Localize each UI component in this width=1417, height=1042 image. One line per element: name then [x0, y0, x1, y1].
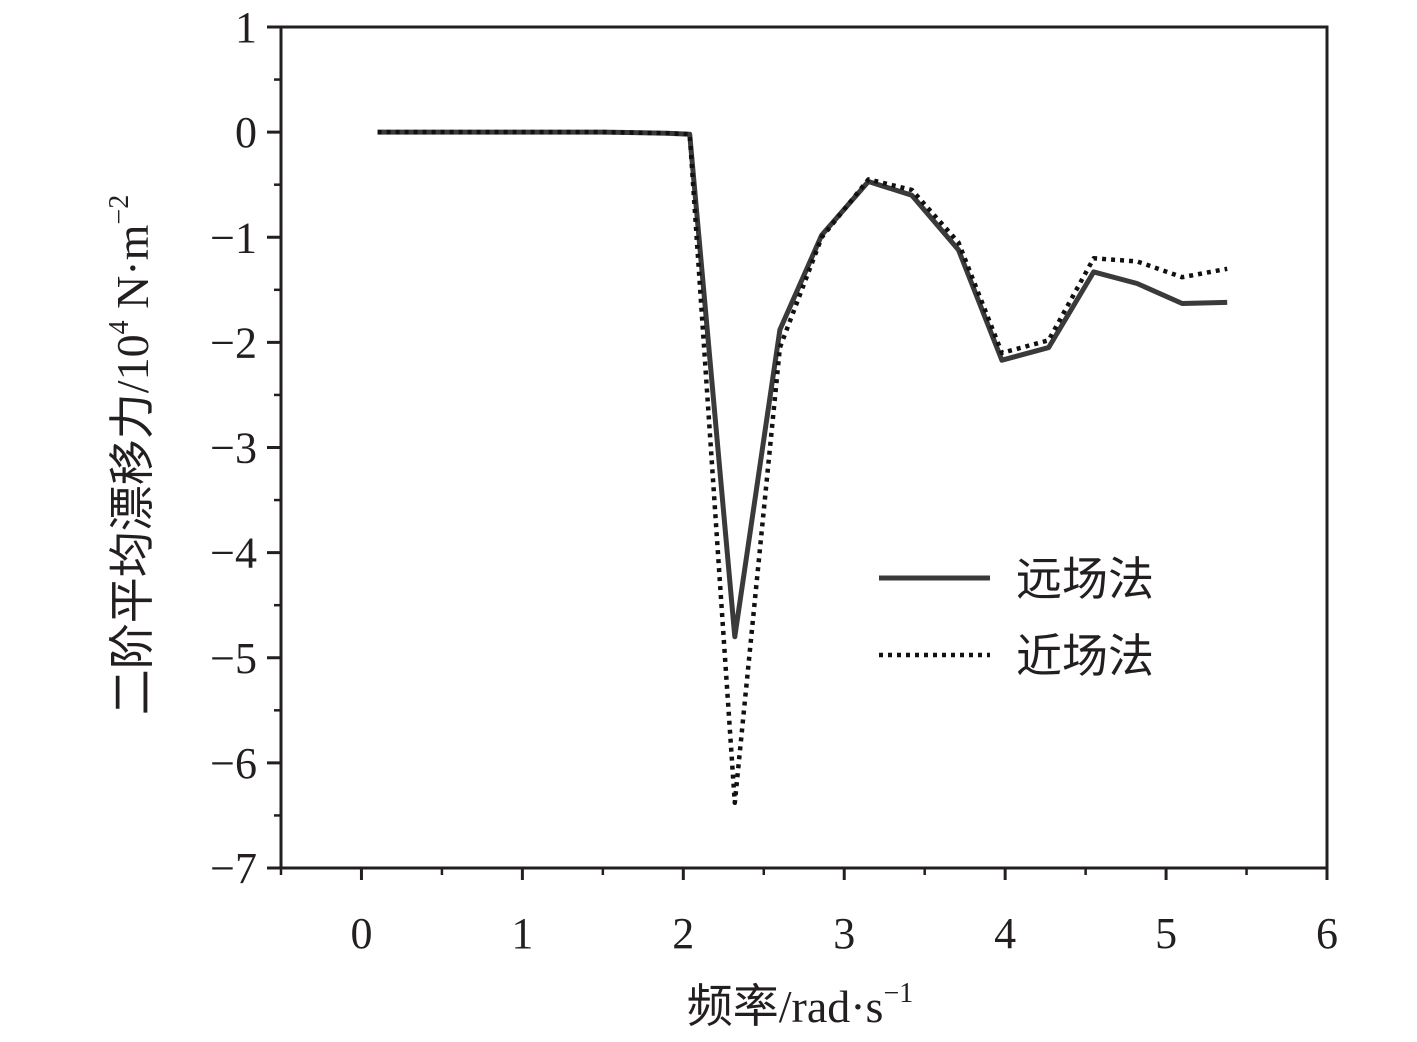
y-tick-label: 1: [235, 3, 257, 52]
y-tick-label: 0: [235, 108, 257, 157]
x-tick-label: 2: [672, 909, 694, 958]
y-tick-label: −2: [210, 318, 257, 367]
y-tick-label: −6: [210, 739, 257, 788]
y-tick-label: −1: [210, 213, 257, 262]
x-tick-label: 1: [511, 909, 533, 958]
legend-label-far-field: 远场法: [1016, 554, 1154, 605]
y-axis-title-sup-1: 4: [104, 320, 135, 334]
x-axis-title-main: 频率/rad·s: [687, 981, 884, 1032]
y-axis-title-unit: N·m: [107, 224, 158, 320]
y-tick-label: −5: [210, 634, 257, 683]
x-tick-label: 5: [1155, 909, 1177, 958]
x-axis-title: 频率/rad·s−1: [687, 978, 914, 1032]
y-tick-label: −4: [210, 529, 257, 578]
series-line-near-field: [377, 129, 1228, 806]
y-tick-label: −3: [210, 424, 257, 473]
x-tick-label: 4: [994, 909, 1016, 958]
x-axis-title-superscript: −1: [883, 978, 913, 1009]
x-tick-label: 0: [350, 909, 372, 958]
legend: 远场法 近场法: [879, 554, 1154, 682]
plot-frame: [279, 25, 1329, 870]
y-axis-title: 二阶平均漂移力/104 N·m−2: [104, 195, 158, 715]
legend-label-near-field: 近场法: [1016, 631, 1154, 682]
y-tick-label: −7: [210, 844, 257, 893]
x-tick-label: 6: [1316, 909, 1338, 958]
series-layer: [377, 129, 1228, 806]
x-tick-label: 3: [833, 909, 855, 958]
ticks-layer: 0 1 2 3 4 5 6 1 0 −1 −2 −3 −4 −5 −6 −7: [210, 3, 1338, 958]
y-axis-title-main: 二阶平均漂移力/10: [107, 334, 158, 715]
y-axis-title-sup-2: −2: [104, 195, 135, 225]
